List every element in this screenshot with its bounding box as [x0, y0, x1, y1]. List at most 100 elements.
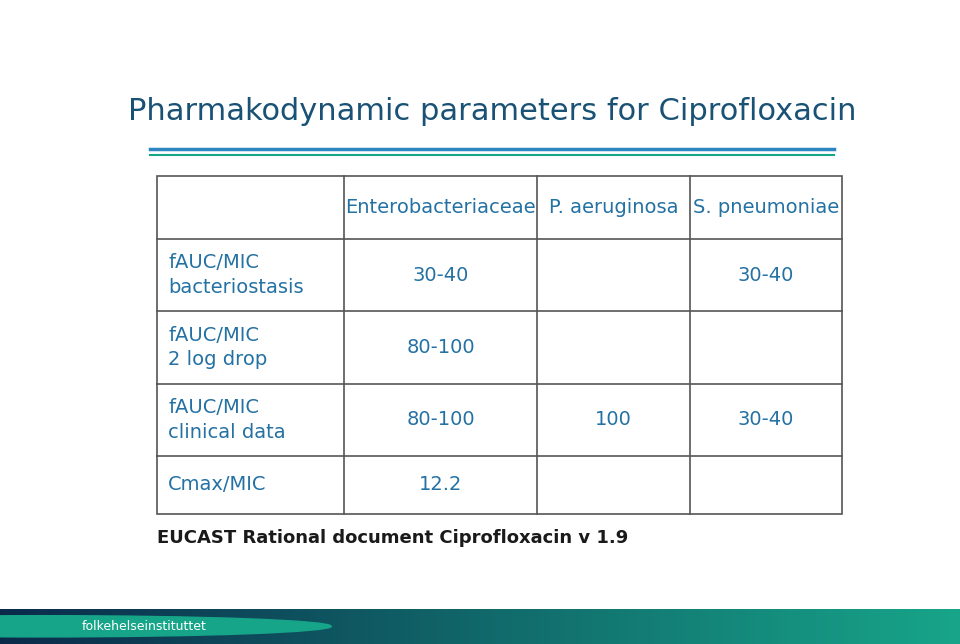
Bar [583, 609, 586, 644]
Bar [749, 609, 752, 644]
Bar [439, 609, 442, 644]
Bar [230, 609, 233, 644]
Bar [496, 609, 499, 644]
Bar [70, 609, 74, 644]
Bar [45, 609, 48, 644]
Text: 30-40: 30-40 [737, 410, 794, 429]
Bar [636, 609, 640, 644]
Bar [425, 609, 429, 644]
Bar [730, 609, 732, 644]
Bar [576, 609, 579, 644]
Bar [938, 609, 941, 644]
Bar [765, 609, 768, 644]
Bar [22, 609, 26, 644]
Bar [163, 609, 166, 644]
Bar [621, 609, 624, 644]
Bar [281, 609, 285, 644]
Bar [612, 609, 614, 644]
Bar [429, 609, 432, 644]
Bar [854, 609, 857, 644]
Bar [278, 609, 281, 644]
Bar [468, 609, 470, 644]
Bar [310, 609, 314, 644]
Bar [665, 609, 669, 644]
Bar [381, 609, 384, 644]
Bar [857, 609, 861, 644]
Bar [240, 609, 243, 644]
Bar [26, 609, 29, 644]
Bar [125, 609, 128, 644]
Bar [509, 609, 512, 644]
Bar [631, 609, 634, 644]
Bar [396, 609, 400, 644]
Bar [96, 609, 99, 644]
Bar [60, 609, 64, 644]
Bar [742, 609, 746, 644]
Bar [470, 609, 473, 644]
Bar [132, 609, 134, 644]
Bar [525, 609, 528, 644]
Bar [521, 609, 525, 644]
Bar [506, 609, 509, 644]
Bar [16, 609, 19, 644]
Bar [535, 609, 538, 644]
Text: fAUC/MIC: fAUC/MIC [168, 326, 259, 345]
Bar [157, 176, 842, 514]
Bar [256, 609, 259, 644]
Bar [259, 609, 262, 644]
Text: bacteriostasis: bacteriostasis [168, 278, 304, 297]
Bar [266, 609, 269, 644]
Bar [86, 609, 89, 644]
Bar [758, 609, 761, 644]
Bar [531, 609, 535, 644]
Bar [669, 609, 672, 644]
Bar [790, 609, 794, 644]
Bar [727, 609, 730, 644]
Bar [643, 609, 646, 644]
Bar [41, 609, 45, 644]
Bar [650, 609, 653, 644]
Bar [538, 609, 540, 644]
Bar [775, 609, 778, 644]
Bar [595, 609, 598, 644]
Bar [646, 609, 650, 644]
Bar [166, 609, 170, 644]
Bar [115, 609, 118, 644]
Bar [243, 609, 247, 644]
Bar [915, 609, 919, 644]
Bar [736, 609, 739, 644]
Bar [874, 609, 876, 644]
Bar [391, 609, 394, 644]
Text: 80-100: 80-100 [406, 338, 475, 357]
Bar [202, 609, 204, 644]
Bar [771, 609, 775, 644]
Bar [461, 609, 464, 644]
Bar [564, 609, 566, 644]
Bar [876, 609, 880, 644]
Bar [410, 609, 413, 644]
Bar [756, 609, 758, 644]
Bar [464, 609, 468, 644]
Bar [708, 609, 710, 644]
Bar [233, 609, 237, 644]
Bar [528, 609, 531, 644]
Bar [941, 609, 944, 644]
Text: Pharmakodynamic parameters for Ciprofloxacin: Pharmakodynamic parameters for Ciproflox… [128, 97, 856, 126]
Bar [732, 609, 736, 644]
Bar [365, 609, 368, 644]
Bar [861, 609, 864, 644]
Bar [573, 609, 576, 644]
Text: Enterobacteriaceae: Enterobacteriaceae [346, 198, 536, 217]
Bar [473, 609, 477, 644]
Bar [656, 609, 660, 644]
Bar [871, 609, 874, 644]
Bar [838, 609, 842, 644]
Bar [422, 609, 425, 644]
Bar [352, 609, 355, 644]
Bar [502, 609, 506, 644]
Bar [778, 609, 780, 644]
Bar [477, 609, 480, 644]
Bar [377, 609, 381, 644]
Bar [247, 609, 250, 644]
Bar [617, 609, 621, 644]
